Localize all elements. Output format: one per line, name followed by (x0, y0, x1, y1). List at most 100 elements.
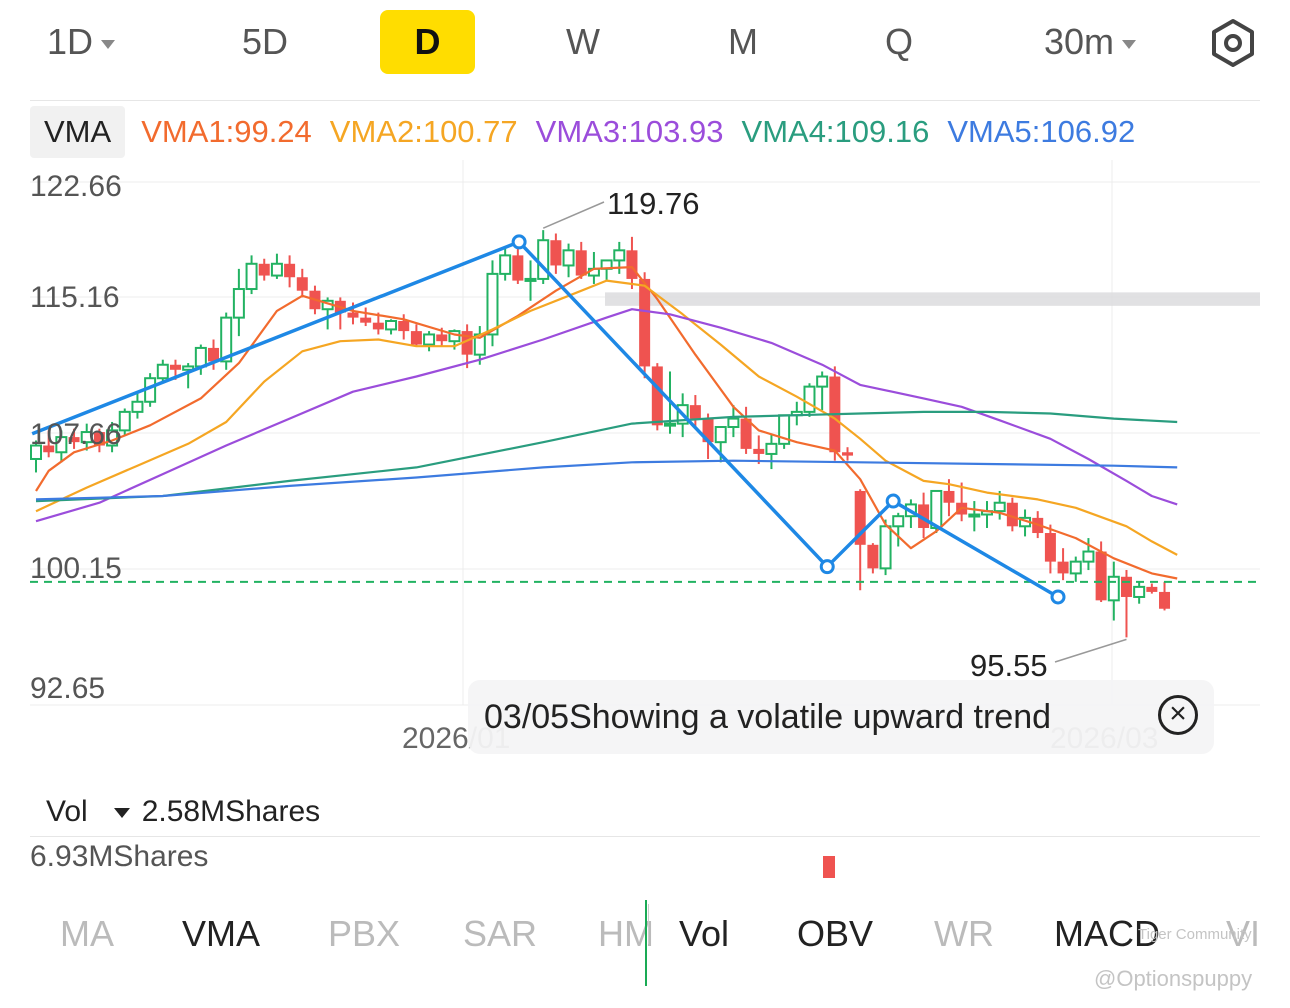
caret-down-icon[interactable] (113, 808, 130, 819)
candle-body (803, 385, 816, 413)
candle (1044, 524, 1056, 574)
divider (30, 100, 1260, 101)
candle-body (1044, 533, 1056, 562)
candle (689, 395, 701, 429)
candle-body (270, 262, 283, 277)
tab-macd[interactable]: MACD (1054, 913, 1160, 954)
candle-body (68, 437, 80, 443)
candle (80, 423, 93, 451)
candle-body (512, 255, 524, 281)
vma-legend-item-3: VMA3:103.93 (535, 114, 724, 149)
tab-obv[interactable]: OBV (797, 913, 874, 954)
candle (208, 339, 220, 370)
candle (461, 324, 473, 369)
ma-line-vma4 (35, 410, 1178, 503)
high-leader (542, 201, 605, 229)
tab-vma[interactable]: VMA (182, 913, 261, 954)
candle-body (245, 262, 258, 291)
candle (1082, 538, 1095, 571)
period-30m-label: 30m (1043, 21, 1115, 62)
candle-body (664, 422, 676, 427)
gear-icon[interactable] (1208, 18, 1258, 68)
candle-body (854, 490, 866, 545)
candle (1057, 548, 1069, 581)
price-axis-label: 92.65 (30, 672, 105, 705)
period-q[interactable]: Q (884, 21, 913, 62)
candle-body (423, 333, 436, 346)
candle (1069, 556, 1082, 582)
tab-sar[interactable]: SAR (463, 913, 538, 954)
tab-ma[interactable]: MA (60, 913, 114, 954)
candle (360, 307, 372, 327)
price-axis-label: 100.15 (30, 552, 122, 585)
candle-body (740, 418, 752, 449)
candle-body (80, 431, 93, 444)
candle (1019, 509, 1032, 537)
candle-body (892, 515, 905, 528)
close-icon[interactable]: × (1158, 695, 1198, 735)
candle (639, 272, 651, 379)
vma-legend-item-2: VMA2:100.77 (329, 114, 518, 149)
candle (156, 359, 169, 384)
tab-divider-light (648, 904, 649, 944)
tooltip-text: 03/05Showing a volatile upward trend (484, 698, 1052, 736)
candle-body (461, 331, 473, 355)
price-axis-label: 115.16 (30, 281, 120, 314)
candle-body (550, 240, 562, 266)
candle-body (372, 322, 384, 330)
candle (550, 233, 562, 274)
period-1d-label: 1D (46, 21, 94, 62)
candle-body (398, 320, 410, 332)
candle-body (220, 316, 233, 363)
candle (854, 489, 866, 591)
tab-wr[interactable]: WR (934, 913, 994, 954)
volume-value: 2.58MShares (141, 795, 321, 828)
community-watermark: Tiger Community (1138, 926, 1252, 943)
period-5d[interactable]: 5D (241, 21, 289, 62)
vma-tag[interactable]: VMA (30, 106, 126, 158)
candle-body (156, 363, 169, 380)
candle-body (182, 365, 195, 371)
candle (410, 324, 422, 347)
candle (118, 408, 131, 436)
candle (1133, 581, 1146, 604)
candle-body (879, 525, 892, 570)
candle-body (1082, 550, 1095, 563)
candle-body (639, 278, 651, 367)
resistance-zone (605, 292, 1260, 306)
period-1d[interactable]: 1D (36, 10, 126, 74)
tab-hm[interactable]: HM (598, 913, 654, 954)
period-m[interactable]: M (728, 21, 758, 62)
period-w[interactable]: W (566, 21, 600, 62)
candle (68, 428, 80, 449)
candle-body (968, 513, 981, 518)
candle (993, 490, 1006, 520)
period-d[interactable]: D (380, 10, 475, 74)
candle (182, 363, 195, 389)
tab-vi[interactable]: VI (1226, 913, 1260, 954)
candle (575, 241, 587, 279)
candle (981, 501, 993, 528)
candle-body (1095, 551, 1107, 601)
candlestick-chart[interactable]: 122.66115.16107.66100.1592.652026/012026… (0, 160, 1290, 760)
candle-body (702, 418, 714, 443)
candle-body (753, 448, 765, 454)
candle (284, 255, 296, 288)
candle (93, 428, 105, 453)
candle (740, 406, 752, 454)
tab-vol[interactable]: Vol (679, 913, 730, 954)
candle-body (410, 331, 422, 345)
period-30m[interactable]: 30m (1030, 10, 1150, 74)
candle (232, 268, 245, 337)
candle (1107, 561, 1120, 621)
tab-pbx[interactable]: PBX (328, 913, 401, 954)
candle (626, 236, 638, 290)
candle-body (1006, 502, 1018, 527)
candle-body (131, 400, 144, 413)
vma-legend-item-1: VMA1:99.24 (141, 114, 312, 149)
candle-body (524, 277, 537, 282)
candle-body (714, 426, 727, 444)
candle (258, 258, 270, 281)
candle-body (1146, 586, 1158, 592)
candle-body (765, 442, 778, 455)
